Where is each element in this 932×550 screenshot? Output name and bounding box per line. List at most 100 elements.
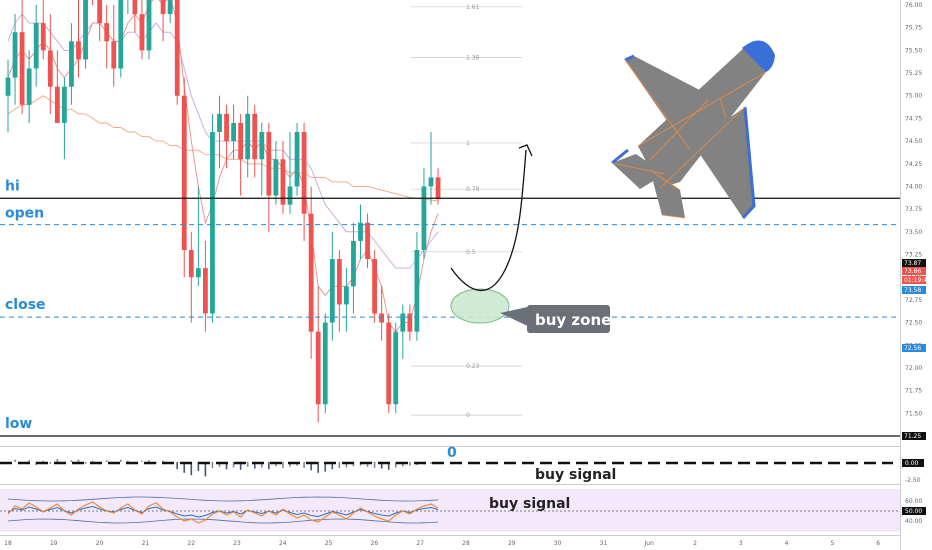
candle-body — [139, 14, 145, 51]
hist-tag-box — [902, 459, 924, 467]
candle-body — [266, 132, 272, 196]
candle-body — [329, 259, 335, 323]
y-tick-label: 73.75 — [905, 206, 922, 213]
x-tick-label: 25 — [325, 540, 333, 547]
x-tick-label: 5 — [830, 540, 834, 547]
candle-body — [386, 322, 392, 405]
candle-body — [111, 41, 117, 69]
candle-body — [365, 222, 370, 260]
y-tick-label: 71.75 — [905, 388, 922, 395]
candle-body — [76, 41, 81, 60]
time-axis: 18 19 20 21 22 23 24 25 26 27 28 29 30 31 Jun 2 3 4 5 6 — [4, 540, 880, 547]
candle-body — [210, 132, 215, 314]
osc-tag-box — [902, 507, 926, 515]
x-tick-label: 29 — [508, 540, 516, 547]
x-tick-label: 27 — [416, 540, 424, 547]
fib-zero-label: 0 — [447, 445, 457, 461]
candle-body — [181, 95, 187, 250]
candle-body — [322, 322, 328, 405]
candle-body — [132, 0, 138, 15]
signal-panel-1-title: buy signal — [535, 467, 616, 483]
airplane-icon — [611, 40, 775, 220]
oscillator: 60.00 50.00 40.00 — [0, 496, 926, 525]
candle-body — [118, 0, 124, 69]
level-label-low: low — [5, 416, 32, 432]
price-tag-label: 73.86 — [904, 268, 921, 275]
candle-body — [315, 331, 321, 405]
candle-body — [372, 259, 377, 314]
candle-body — [54, 86, 60, 123]
price-tag-box — [902, 267, 926, 275]
fib-label: 0.78 — [466, 186, 480, 193]
y-tick-label: 72.50 — [905, 320, 922, 327]
y-tick-label: 72.75 — [905, 297, 922, 304]
candle-body — [308, 213, 314, 332]
x-tick-label: 20 — [96, 540, 104, 547]
x-tick-label: 21 — [142, 540, 150, 547]
y-tick-label: 72.00 — [905, 365, 922, 372]
y-tick-label: 73.50 — [905, 229, 922, 236]
candle-body — [428, 177, 434, 187]
y-tick-label: 74.00 — [905, 183, 922, 190]
candle-body — [400, 313, 406, 332]
fib-label: 0.23 — [466, 363, 480, 370]
curved-arrow-icon — [450, 144, 533, 292]
y-tick-label: 75.00 — [905, 93, 922, 100]
y-tick-label: 73.25 — [905, 252, 922, 259]
candle-body — [83, 0, 88, 60]
candle-body — [12, 32, 18, 78]
candle-body — [26, 68, 32, 105]
price-tag-label: 72.56 — [904, 345, 921, 352]
candle-body — [146, 0, 152, 51]
osc-y-tick: 60.00 — [905, 498, 922, 505]
x-tick-label: 4 — [785, 540, 789, 547]
candle-body — [104, 23, 110, 42]
buy-zone-pointer — [500, 306, 532, 328]
y-tick-label: 74.75 — [905, 115, 922, 122]
candle-body — [195, 268, 201, 278]
candle-body — [224, 113, 229, 142]
price-tag-label: 73.58 — [904, 287, 921, 294]
candle-body — [19, 32, 25, 105]
y-tick-label: 74.50 — [905, 138, 922, 145]
fib-label: 0.5 — [466, 249, 476, 256]
candle-body — [301, 132, 307, 214]
hist-y-tick: 0.00 — [905, 460, 919, 467]
candle-body — [217, 113, 222, 133]
candle-body — [414, 249, 420, 332]
x-tick-label: 28 — [462, 540, 470, 547]
price-tag-box — [902, 276, 926, 284]
y-tick-label: 75.25 — [905, 70, 922, 77]
fib-label: 0 — [466, 412, 470, 419]
x-tick-label: 24 — [279, 540, 287, 547]
x-tick-label: Jun — [644, 540, 655, 547]
x-tick-label: 22 — [187, 540, 195, 547]
signal-panel-2-title: buy signal — [489, 496, 570, 512]
level-label-open: open — [5, 206, 44, 222]
candle-body — [252, 113, 258, 160]
candle-body — [62, 86, 67, 123]
candle-body — [5, 77, 11, 96]
candle-body — [238, 122, 244, 160]
fib-label: 1.61 — [466, 4, 480, 11]
price-tag-box — [902, 259, 926, 267]
hist-y-tick: -2.50 — [905, 477, 921, 484]
x-tick-label: 30 — [554, 540, 562, 547]
candle-body — [33, 23, 39, 69]
candle-body — [259, 132, 265, 160]
x-tick-label: 23 — [233, 540, 241, 547]
candle-body — [294, 132, 300, 187]
candle-body — [167, 0, 173, 15]
oscillator-band — [0, 489, 900, 532]
x-tick-label: 19 — [50, 540, 58, 547]
x-tick-label: 3 — [739, 540, 743, 547]
oscillator-lower-band — [7, 518, 439, 524]
price-tag-label: 01:19:45 — [904, 277, 931, 284]
x-tick-label: 6 — [876, 540, 880, 547]
y-tick-label: 74.25 — [905, 161, 922, 168]
candle-body — [344, 286, 349, 305]
x-tick-label: 2 — [693, 540, 697, 547]
candle-body — [273, 159, 279, 196]
